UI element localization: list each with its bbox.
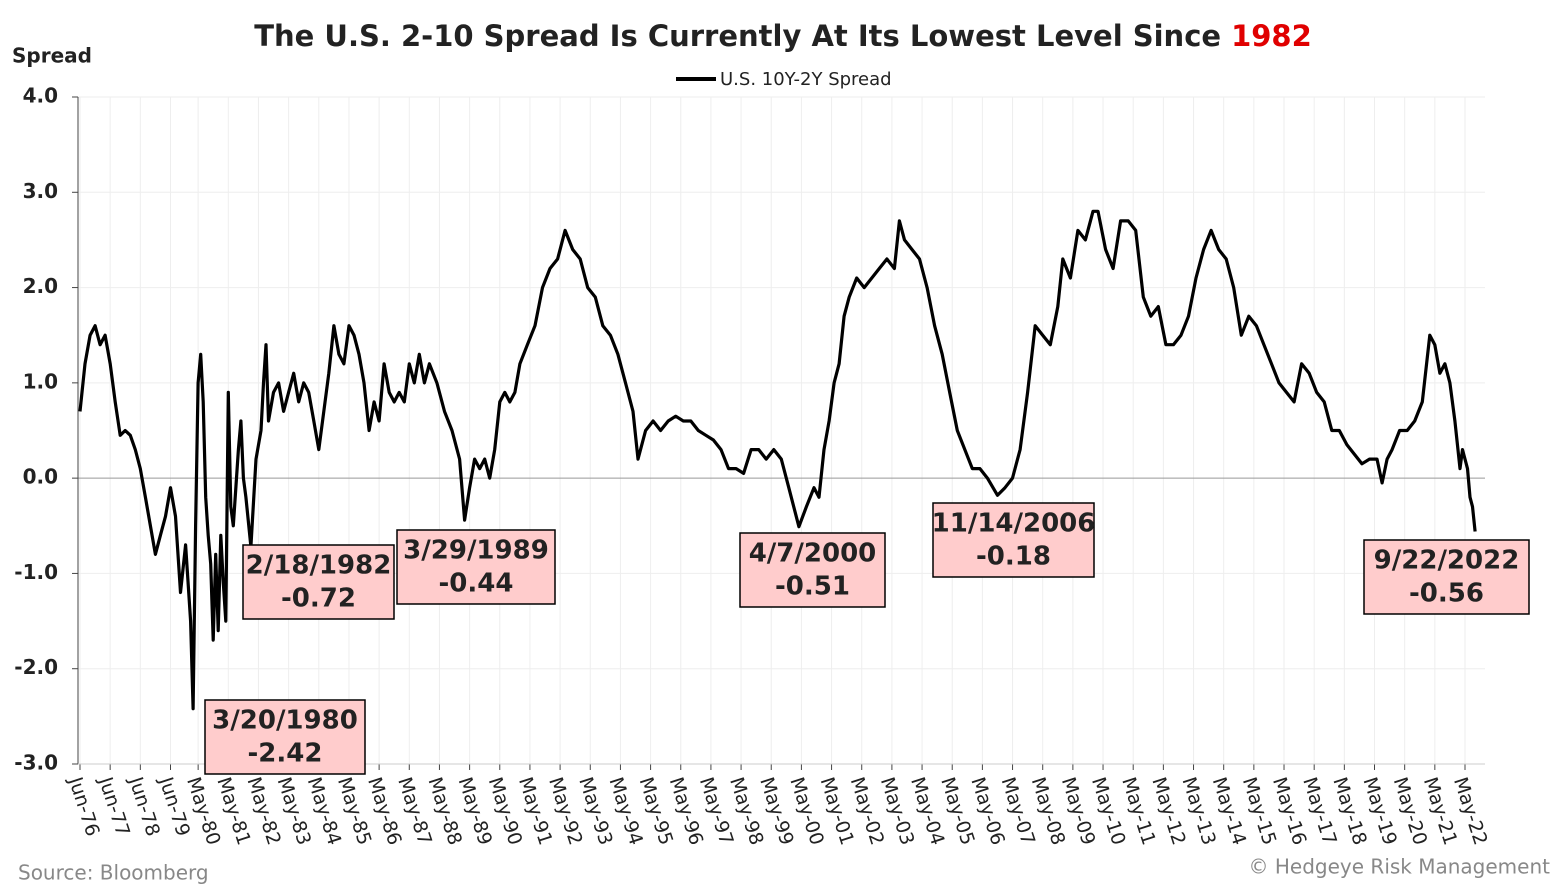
y-tick-label: -1.0 <box>14 560 58 584</box>
annotation: 11/14/2006-0.18 <box>932 502 1096 578</box>
y-tick-label: 4.0 <box>23 84 58 108</box>
y-tick-label: 2.0 <box>23 274 58 298</box>
annotation-box <box>739 532 886 608</box>
annotation-value: -0.72 <box>281 584 356 614</box>
series-line <box>78 209 1477 711</box>
y-tick-label: -3.0 <box>14 751 58 775</box>
annotation-date: 3/29/1989 <box>403 536 549 566</box>
title-main: The U.S. 2-10 Spread Is Currently At Its… <box>254 19 1221 53</box>
annotation-value: -0.44 <box>439 569 514 599</box>
annotation: 3/29/1989-0.44 <box>396 529 556 605</box>
annotation-date: 2/18/1982 <box>246 551 392 581</box>
source: Source: Bloomberg <box>18 861 209 885</box>
annotation-date: 4/7/2000 <box>749 539 877 569</box>
annotation-date: 3/20/1980 <box>212 706 358 736</box>
y-tick-label: 1.0 <box>23 369 58 393</box>
annotation-box <box>242 544 395 620</box>
y-axis-label: Spread <box>12 44 92 68</box>
annotation-date: 11/14/2006 <box>932 509 1096 539</box>
annotation: 9/22/2022-0.56 <box>1363 539 1530 615</box>
annotation-value: -0.56 <box>1409 579 1484 609</box>
copyright: © Hedgeye Risk Management <box>1249 855 1551 879</box>
y-tick-label: 0.0 <box>23 465 58 489</box>
annotation-box <box>1363 539 1530 615</box>
title-highlight: 1982 <box>1231 19 1312 53</box>
y-tick-label: -2.0 <box>14 655 58 679</box>
annotation-value: -2.42 <box>248 739 323 769</box>
legend-label: U.S. 10Y-2Y Spread <box>720 69 892 90</box>
annotation: 3/20/1980-2.42 <box>204 699 366 775</box>
annotation: 4/7/2000-0.51 <box>739 532 886 608</box>
annotation-box <box>932 502 1095 578</box>
annotation-date: 9/22/2022 <box>1374 546 1520 576</box>
annotation: 2/18/1982-0.72 <box>242 544 395 620</box>
annotation-value: -0.18 <box>976 542 1051 572</box>
annotation-box <box>396 529 556 605</box>
annotation-value: -0.51 <box>775 572 850 602</box>
y-tick-label: 3.0 <box>23 179 58 203</box>
annotation-box <box>204 699 366 775</box>
chart-title: The U.S. 2-10 Spread Is Currently At Its… <box>254 19 1312 53</box>
